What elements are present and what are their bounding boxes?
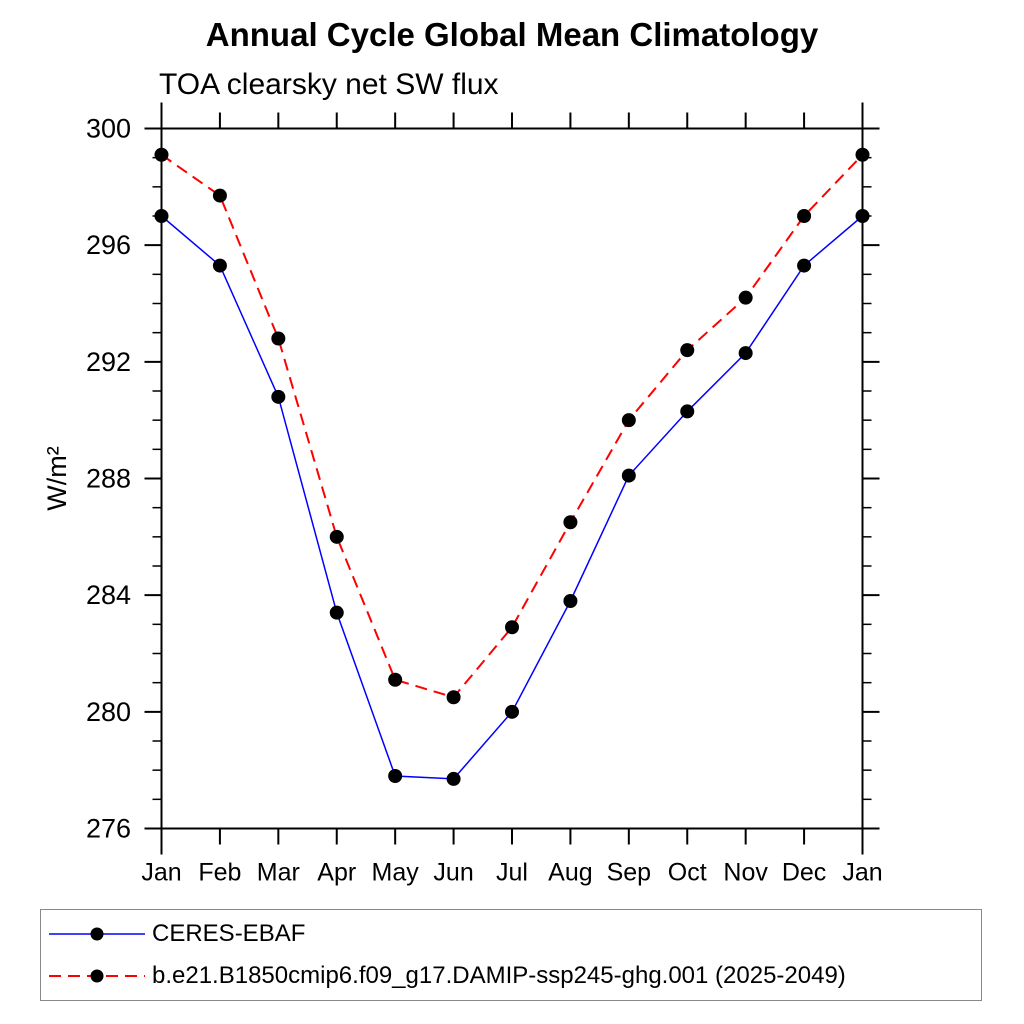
data-point bbox=[388, 769, 403, 783]
data-point bbox=[563, 594, 578, 608]
plot-frame bbox=[160, 127, 864, 830]
y-tick-label: 276 bbox=[86, 814, 131, 844]
legend-label-model: b.e21.B1850cmip6.f09_g17.DAMIP-ssp245-gh… bbox=[152, 962, 846, 989]
data-point bbox=[738, 346, 753, 361]
data-point bbox=[271, 331, 286, 346]
legend-marker-dot bbox=[90, 969, 104, 983]
data-point bbox=[797, 258, 812, 273]
chart-subtitle: TOA clearsky net SW flux bbox=[159, 68, 499, 101]
legend-item-obs: CERES-EBAF bbox=[41, 913, 981, 955]
x-tick-label: Nov bbox=[723, 859, 768, 887]
series-line-1 bbox=[160, 153, 864, 699]
y-axis-title: W/m² bbox=[42, 446, 72, 510]
x-tick-label: Apr bbox=[317, 859, 356, 887]
y-axis-ticks bbox=[144, 127, 880, 830]
legend: CERES-EBAF b.e21.B1850cmip6.f09_g17.DAMI… bbox=[40, 909, 982, 1001]
y-tick-label: 284 bbox=[86, 580, 131, 610]
axes bbox=[160, 102, 864, 855]
x-tick-label: Feb bbox=[198, 859, 241, 887]
data-point bbox=[446, 771, 461, 786]
data-point bbox=[212, 258, 227, 273]
series-markers-0 bbox=[154, 209, 870, 786]
data-point bbox=[388, 672, 403, 687]
data-point bbox=[797, 209, 812, 223]
data-point bbox=[621, 413, 636, 428]
x-tick-label: Aug bbox=[548, 859, 592, 887]
y-axis-labels: 276 280 284 288 292 296 300 bbox=[86, 114, 131, 844]
x-tick-label: Sep bbox=[607, 859, 651, 887]
x-tick-label: Jun bbox=[433, 859, 473, 887]
x-axis-labels: Jan Feb Mar Apr May Jun Jul Aug Sep Oct Nov Dec Jan bbox=[141, 859, 882, 887]
data-point bbox=[446, 690, 461, 705]
x-tick-label: Dec bbox=[782, 859, 826, 887]
legend-sample-solid-line bbox=[49, 927, 145, 941]
x-tick-label: Jul bbox=[496, 859, 528, 887]
data-point bbox=[212, 188, 227, 203]
series-markers-1 bbox=[154, 147, 870, 705]
series-line-0 bbox=[161, 215, 863, 780]
data-point bbox=[738, 290, 753, 305]
legend-sample-dashed-line bbox=[49, 969, 145, 983]
data-point bbox=[505, 620, 519, 635]
x-tick-label: Jan bbox=[842, 859, 882, 887]
y-tick-label: 296 bbox=[86, 230, 131, 260]
y-tick-label: 280 bbox=[86, 697, 131, 727]
data-point bbox=[154, 147, 169, 162]
legend-label-obs: CERES-EBAF bbox=[152, 920, 306, 947]
legend-marker-dot bbox=[90, 927, 104, 941]
data-point bbox=[680, 343, 695, 358]
legend-item-model: b.e21.B1850cmip6.f09_g17.DAMIP-ssp245-gh… bbox=[41, 955, 981, 997]
data-point bbox=[621, 468, 636, 483]
x-tick-label: Oct bbox=[668, 859, 707, 887]
data-point bbox=[680, 404, 695, 419]
data-point bbox=[855, 147, 870, 162]
x-axis-ticks bbox=[160, 112, 864, 845]
data-point bbox=[271, 389, 286, 404]
x-tick-label: Jan bbox=[141, 859, 181, 887]
data-point bbox=[329, 605, 344, 620]
data-point bbox=[329, 529, 344, 544]
data-point bbox=[855, 209, 870, 223]
x-tick-label: Mar bbox=[257, 859, 300, 887]
y-tick-label: 292 bbox=[86, 347, 131, 377]
x-tick-label: May bbox=[372, 859, 420, 887]
y-tick-label: 288 bbox=[86, 464, 131, 494]
data-point bbox=[563, 515, 578, 530]
data-point bbox=[505, 704, 519, 719]
chart-title: Annual Cycle Global Mean Climatology bbox=[205, 16, 819, 53]
data-point bbox=[154, 209, 169, 223]
y-tick-label: 300 bbox=[86, 114, 131, 144]
